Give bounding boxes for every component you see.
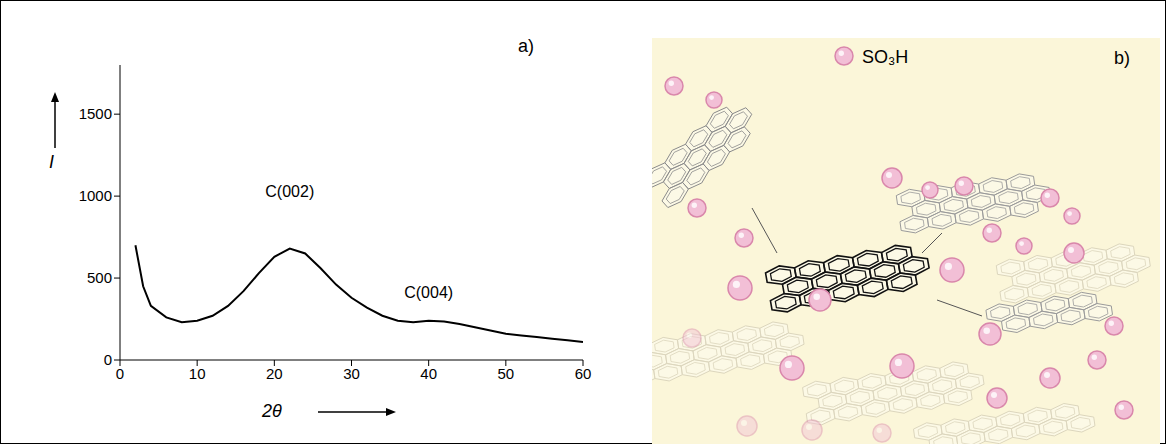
svg-text:60: 60 [575, 365, 592, 382]
svg-text:50: 50 [497, 365, 514, 382]
svg-text:500: 500 [87, 269, 112, 286]
svg-text:30: 30 [343, 365, 360, 382]
svg-text:b): b) [1114, 48, 1130, 68]
svg-text:0: 0 [116, 365, 124, 382]
html-text:2θ: 2θ [262, 401, 282, 421]
svg-text:SO₃H: SO₃H [862, 47, 908, 67]
svg-text:10: 10 [189, 365, 206, 382]
svg-text:1000: 1000 [79, 187, 112, 204]
svg-text:C(004): C(004) [404, 284, 453, 301]
html-text:a): a) [518, 36, 534, 56]
svg-text:C(002): C(002) [265, 183, 314, 200]
svg-text:20: 20 [266, 365, 283, 382]
svg-text:0: 0 [104, 351, 112, 368]
svg-text:40: 40 [420, 365, 437, 382]
svg-text:1500: 1500 [79, 105, 112, 122]
html-text:I: I [49, 152, 54, 172]
